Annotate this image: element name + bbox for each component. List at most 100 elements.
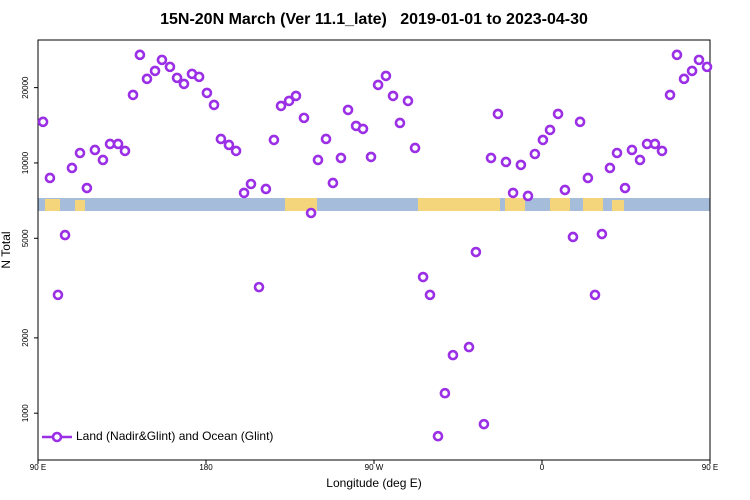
point: [298, 112, 310, 124]
point: [394, 117, 406, 129]
point: [119, 145, 131, 157]
point: [66, 162, 78, 174]
point: [686, 65, 698, 77]
point: [335, 152, 347, 164]
x-tick-label: 0: [540, 463, 545, 472]
point: [611, 147, 623, 159]
point: [417, 271, 429, 283]
x-tick-label: 90 W: [365, 463, 384, 472]
point: [268, 134, 280, 146]
point: [37, 116, 49, 128]
point: [320, 133, 332, 145]
point: [671, 49, 683, 61]
x-tick-label: 90 E: [30, 463, 46, 472]
point: [544, 124, 556, 136]
point: [656, 145, 668, 157]
point: [470, 246, 482, 258]
x-tick-label: 90 E: [702, 463, 718, 472]
point: [74, 147, 86, 159]
point: [253, 281, 265, 293]
point: [567, 231, 579, 243]
point: [701, 61, 713, 73]
point: [81, 182, 93, 194]
point: [380, 70, 392, 82]
y-axis-label: N Total: [0, 231, 13, 268]
point: [552, 108, 564, 120]
point: [529, 148, 541, 160]
point: [507, 187, 519, 199]
point: [112, 138, 124, 150]
point: [447, 349, 459, 361]
point: [582, 172, 594, 184]
point: [596, 228, 608, 240]
point: [97, 154, 109, 166]
point: [312, 154, 324, 166]
point: [156, 54, 168, 66]
point: [537, 134, 549, 146]
point: [201, 87, 213, 99]
point: [604, 162, 616, 174]
point: [245, 178, 257, 190]
point: [134, 49, 146, 61]
point: [275, 100, 287, 112]
point: [290, 90, 302, 102]
point: [626, 144, 638, 156]
point: [439, 387, 451, 399]
point: [223, 139, 235, 151]
point: [463, 341, 475, 353]
point: [365, 151, 377, 163]
plot-frame: [37, 39, 711, 461]
point: [409, 142, 421, 154]
point: [515, 159, 527, 171]
chart-title: 15N-20N March (Ver 11.1_late) 2019-01-01…: [160, 11, 588, 28]
point: [149, 65, 161, 77]
point: [230, 145, 242, 157]
point: [238, 187, 250, 199]
point: [387, 90, 399, 102]
point: [372, 79, 384, 91]
point: [664, 89, 676, 101]
point: [402, 95, 414, 107]
point: [342, 104, 354, 116]
y-tick-label: 20000: [21, 76, 30, 99]
point: [260, 183, 272, 195]
point: [164, 61, 176, 73]
point: [215, 133, 227, 145]
y-tick-label: 2000: [21, 328, 30, 346]
y-tick-label: 5000: [21, 229, 30, 247]
point: [619, 182, 631, 194]
point: [327, 177, 339, 189]
point: [141, 73, 153, 85]
x-axis-label: Longitude (deg E): [326, 476, 421, 490]
point: [357, 123, 369, 135]
legend-marker: [51, 431, 63, 443]
point: [283, 95, 295, 107]
point: [649, 138, 661, 150]
point: [424, 289, 436, 301]
point: [574, 116, 586, 128]
point: [678, 73, 690, 85]
point: [559, 184, 571, 196]
point: [432, 430, 444, 442]
point: [485, 152, 497, 164]
x-tick-label: 180: [199, 463, 213, 472]
point: [634, 154, 646, 166]
point: [589, 289, 601, 301]
point: [44, 172, 56, 184]
map-strip: [38, 198, 710, 211]
legend-label: Land (Nadir&Glint) and Ocean (Glint): [76, 429, 273, 443]
point: [492, 108, 504, 120]
point: [178, 78, 190, 90]
y-tick-label: 10000: [21, 151, 30, 174]
point: [59, 229, 71, 241]
point: [171, 72, 183, 84]
point: [52, 289, 64, 301]
point: [193, 71, 205, 83]
point: [693, 54, 705, 66]
point: [127, 89, 139, 101]
point: [478, 418, 490, 430]
point: [305, 207, 317, 219]
point: [522, 190, 534, 202]
point: [89, 144, 101, 156]
